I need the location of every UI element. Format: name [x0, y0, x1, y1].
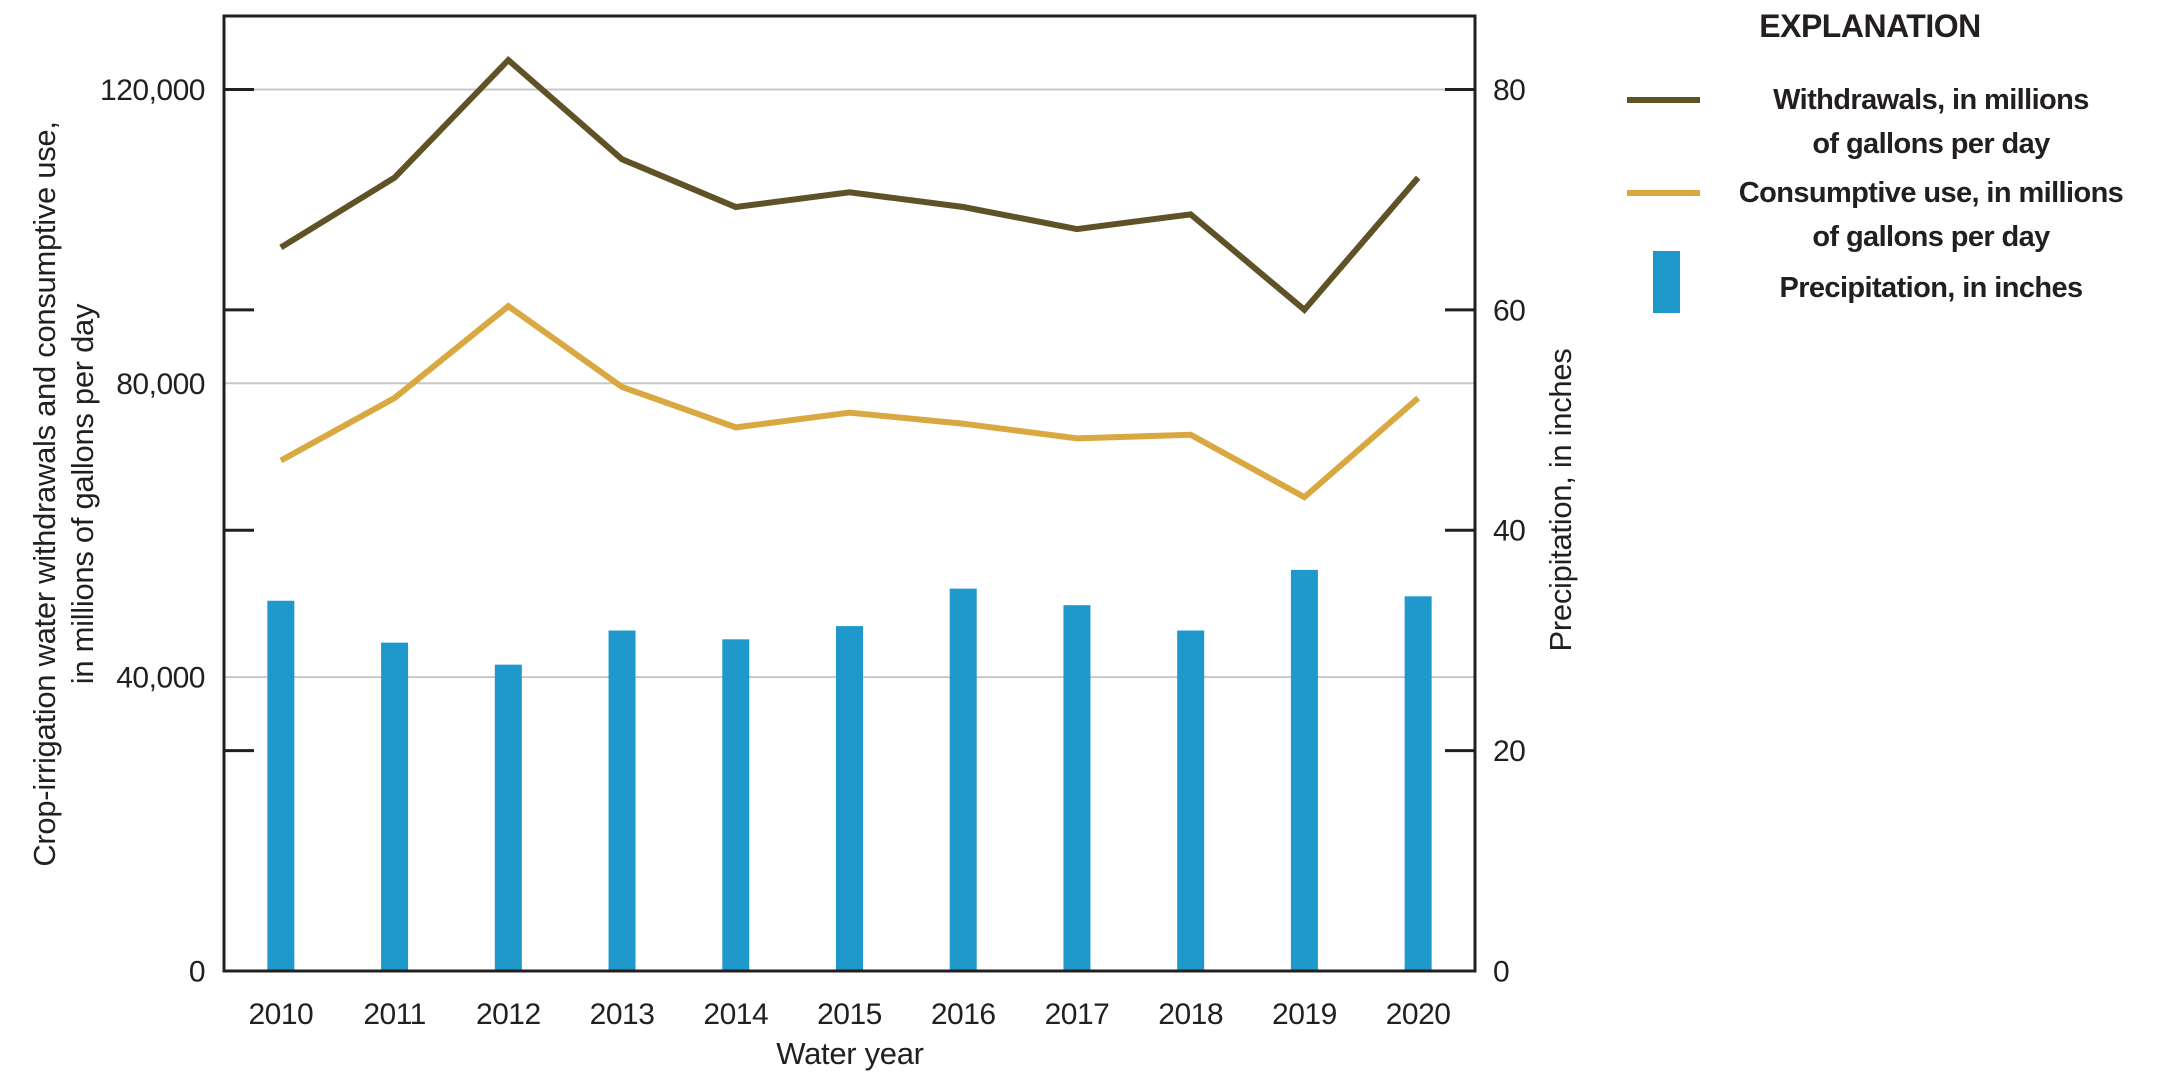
precipitation-bar	[1404, 596, 1432, 971]
x-axis-tick-label: 2011	[363, 998, 426, 1031]
right-axis-tick-label: 0	[1493, 956, 1509, 989]
precipitation-bar	[1177, 630, 1205, 971]
legend-item-consumptive-line2: of gallons per day	[1812, 221, 2050, 253]
legend-item-withdrawals-line2: of gallons per day	[1812, 128, 2050, 160]
right-axis-title: Precipitation, in inches	[1543, 348, 1578, 652]
x-axis-tick-label: 2018	[1158, 998, 1223, 1031]
legend-item-precipitation-line1: Precipitation, in inches	[1779, 272, 2083, 304]
plot-frame	[222, 14, 1477, 973]
precipitation-bar	[1063, 605, 1091, 971]
precipitation-bar	[381, 642, 409, 971]
x-axis-title: Water year	[776, 1036, 924, 1071]
left-axis-title: Crop-irrigation water withdrawals and co…	[26, 121, 102, 866]
legend-item-consumptive-line1: Consumptive use, in millions	[1738, 177, 2124, 209]
left-axis-tick-label: 0	[189, 956, 205, 989]
x-axis-tick-label: 2016	[931, 998, 996, 1031]
legend-item-consumptive: Consumptive use, in millions of gallons …	[1735, 171, 2127, 259]
right-axis-tick-label: 40	[1493, 515, 1525, 548]
precipitation-bar	[608, 630, 636, 971]
precipitation-bar	[836, 626, 863, 971]
right-axis-tick-label: 60	[1493, 294, 1525, 327]
left-axis-tick-label: 40,000	[116, 662, 205, 695]
legend-title: EXPLANATION	[1759, 8, 1981, 44]
x-axis-tick-label: 2017	[1045, 998, 1110, 1031]
right-axis-tick-label: 80	[1493, 74, 1525, 107]
left-axis-title-line1: Crop-irrigation water withdrawals and co…	[27, 121, 62, 867]
precipitation-bar	[722, 639, 750, 971]
precipitation-bar	[267, 600, 295, 971]
left-axis-tick-label: 120,000	[100, 74, 205, 107]
x-axis-tick-label: 2014	[703, 998, 768, 1031]
x-axis-tick-label: 2012	[476, 998, 541, 1031]
left-axis-title-line2: in millions of gallons per day	[65, 303, 100, 685]
x-axis-tick-label: 2020	[1386, 998, 1451, 1031]
legend-item-precipitation: Precipitation, in inches	[1735, 266, 2127, 310]
withdrawals-line-swatch	[1627, 97, 1700, 103]
legend: EXPLANATION Withdrawals, in millions of …	[1627, 8, 2124, 338]
withdrawals-line	[279, 55, 1421, 315]
precipitation-bar	[949, 588, 977, 971]
consumptive-use-line	[279, 302, 1421, 501]
legend-item-withdrawals-line1: Withdrawals, in millions	[1773, 84, 2089, 116]
left-axis-tick-label: 80,000	[116, 368, 205, 401]
precipitation-bar	[494, 664, 522, 971]
legend-item-withdrawals: Withdrawals, in millions of gallons per …	[1735, 78, 2127, 166]
x-axis-tick-label: 2019	[1272, 998, 1337, 1031]
x-axis-tick-label: 2015	[817, 998, 882, 1031]
precipitation-bar	[1290, 569, 1318, 971]
x-axis-tick-label: 2010	[248, 998, 313, 1031]
precipitation-bar-swatch	[1653, 251, 1680, 313]
right-axis-tick-label: 20	[1493, 735, 1525, 768]
consumptive-line-swatch	[1627, 190, 1700, 196]
x-axis-tick-label: 2013	[590, 998, 655, 1031]
